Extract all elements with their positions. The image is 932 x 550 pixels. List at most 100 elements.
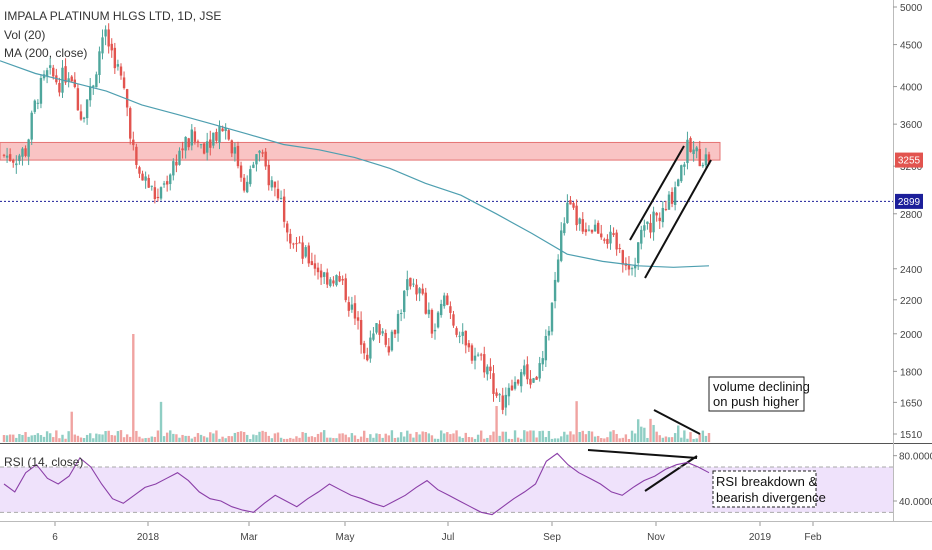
volume-bar [335,438,338,442]
volume-bar [618,438,621,442]
candle-body [393,329,397,335]
y-tick-label: 2200 [900,296,923,307]
candle-body [184,136,187,151]
channel-upper-line [629,145,685,241]
volume-bar [286,438,289,442]
candle-body [378,324,381,335]
volume-bar [424,431,427,442]
volume-bar [353,435,357,442]
volume-bar [378,434,381,442]
volume-bar [313,437,317,442]
candle-body [144,176,147,181]
volume-bar [132,334,135,442]
volume-indicator-label[interactable]: Vol (20) [4,28,45,42]
candle-body [390,331,394,351]
volume-bar [27,436,30,442]
volume-bar [169,430,172,442]
candle-body [298,242,301,244]
candle-body [550,302,554,332]
volume-bar [141,438,144,442]
candle-body [301,242,304,259]
candle-body [446,295,449,305]
volume-bar [667,437,671,442]
rsi-label[interactable]: RSI (14, close) [4,455,83,469]
volume-bar [67,431,70,442]
volume-bar [270,438,274,442]
candle-body [82,117,86,119]
volume-bar [295,436,298,442]
candle-body [569,200,572,205]
volume-bar [181,434,184,442]
candle-body [282,196,286,222]
volume-bar [686,438,689,442]
volume-bar [316,433,320,442]
candle-body [172,161,175,176]
candle-body [516,379,520,384]
volume-bar [633,433,637,442]
volume-bar [172,433,175,442]
candle-body [33,100,36,112]
volume-bar [427,433,431,442]
volume-bar [156,430,160,442]
volume-bar [492,431,495,442]
candle-body [116,64,120,67]
x-axis[interactable]: 6 2018 Mar May Jul Sep Nov 2019 Feb [52,522,822,543]
volume-bar [2,435,6,442]
candle-body [664,208,668,210]
candle-body [430,310,434,334]
volume-bar [178,437,181,442]
ma-indicator-label[interactable]: MA (200, close) [4,46,87,60]
candle-body [42,74,46,79]
x-tick-label: Jul [442,532,455,543]
candle-body [692,149,695,155]
volume-bar [344,434,347,442]
candle-body [572,203,575,208]
candle-body [326,272,329,285]
volume-bar [439,430,443,442]
candle-body [464,330,467,346]
volume-bar [627,438,631,442]
volume-bar [535,437,538,442]
candle-body [520,372,523,387]
volume-bar [356,438,360,442]
candle-body [5,155,9,158]
candle-body [375,323,378,333]
volume-bar [529,430,532,442]
volume-bar [304,432,307,442]
volume-bar [455,430,458,442]
candle-body [313,263,317,269]
volume-bar [267,435,270,442]
level-price-badge [895,193,923,209]
candle-body [618,248,621,250]
candle-body [230,140,234,154]
volume-bar [350,433,354,442]
volume-bar [322,430,326,442]
volume-bar [64,438,67,442]
volume-bar [593,436,597,442]
candle-body [341,279,344,281]
volume-bar [609,431,612,442]
candle-body [523,365,526,375]
volume-bar [406,430,409,442]
candle-body [356,317,360,321]
candle-body [252,164,255,168]
candle-body [21,148,24,157]
volume-bar [661,437,665,442]
current-price-badge [895,152,923,168]
y-tick-label: 2800 [900,210,923,221]
candle-body [209,139,212,148]
candle-body [273,181,277,188]
volume-bar [707,432,711,442]
drawings [587,145,712,492]
volume-bar [159,401,163,442]
volume-bar [553,438,557,442]
candle-body [578,218,581,224]
y-axis[interactable]: 5000 4500 4000 3600 3200 2800 2400 2200 2000 1800… [893,3,932,508]
candle-body [652,211,655,233]
candle-body [178,150,181,165]
volume-bar [698,433,701,442]
volume-bar [162,436,166,442]
candle-body [621,250,624,265]
volume-bar [252,434,255,442]
candle-body [242,177,246,191]
